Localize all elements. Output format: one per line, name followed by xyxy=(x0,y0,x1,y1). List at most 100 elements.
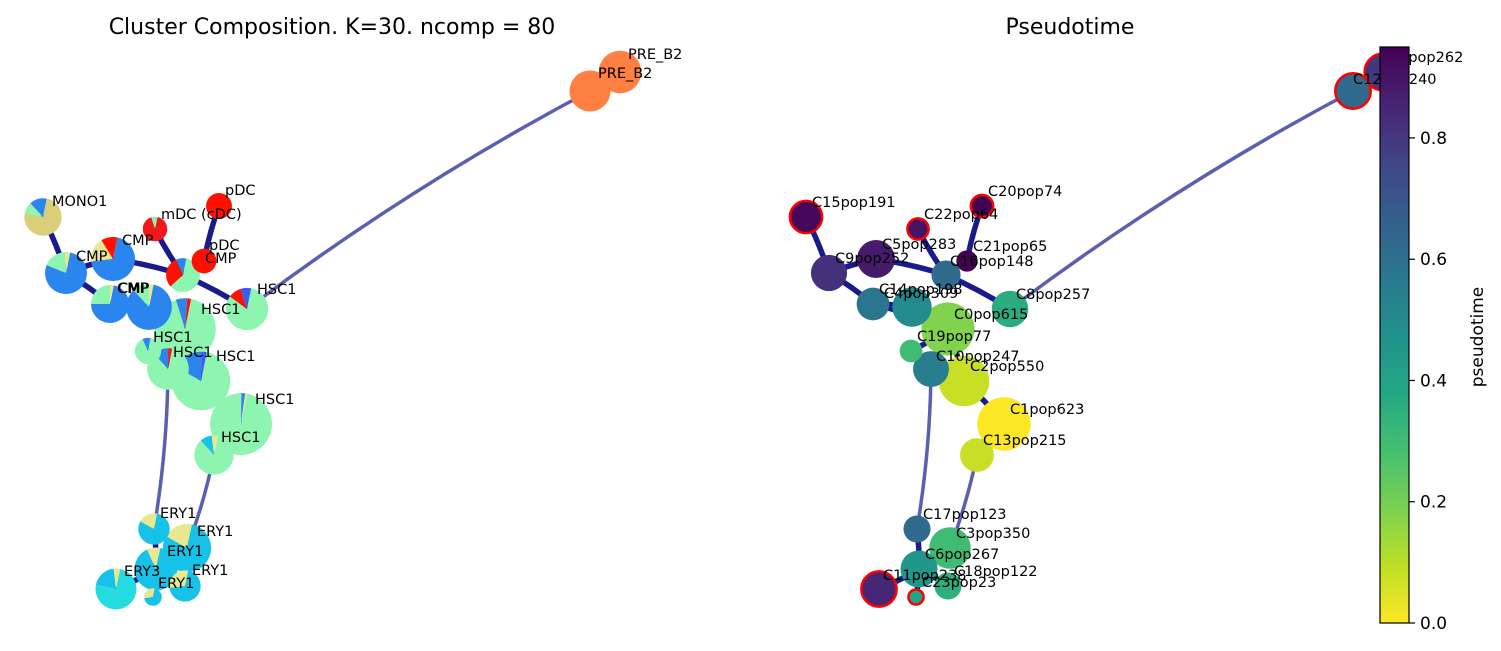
pie-node-C7 xyxy=(598,50,642,94)
left-nodes xyxy=(24,50,642,610)
pseudotime-node-C0 xyxy=(921,302,975,356)
pie-slice xyxy=(211,435,218,455)
pie-slice xyxy=(200,435,214,455)
node-label-C20: pDC xyxy=(225,183,256,199)
pseudotime-label-C11: C11pop238 xyxy=(883,568,967,584)
pseudotime-node-C14 xyxy=(856,287,890,321)
pie-node-C16 xyxy=(166,258,200,292)
pie-slice xyxy=(91,237,136,282)
pseudotime-panel: Pseudotime C0pop615 C1pop623 C2pop550 C3pop… xyxy=(788,15,1463,608)
pseudotime-label-C5: C5pop283 xyxy=(882,237,956,253)
pie-node-C13 xyxy=(194,435,234,475)
node-label-C14: CMP xyxy=(118,281,150,297)
pseudotime-label-C20: C20pop74 xyxy=(988,184,1062,200)
pie-slice xyxy=(101,236,118,259)
pie-slice xyxy=(134,547,178,591)
pie-slice xyxy=(149,284,154,307)
pie-slice xyxy=(46,252,66,273)
pie-slice xyxy=(110,285,114,304)
pie-node-C21 xyxy=(191,248,217,274)
pie-slice xyxy=(91,285,111,304)
pseudotime-node-C12 xyxy=(1334,72,1372,110)
pseudotime-node-C10 xyxy=(913,351,949,387)
pseudotime-node-C2 xyxy=(938,355,990,407)
pie-slice xyxy=(134,338,162,365)
edge-C8-C12 xyxy=(1008,89,1355,311)
pie-node-C11 xyxy=(95,568,137,610)
pseudotime-label-C23: C23pop23 xyxy=(922,575,996,591)
pie-slice xyxy=(113,568,121,589)
colorbar-tick-label: 0.4 xyxy=(1420,371,1447,391)
node-label-C12: PRE_B2 xyxy=(598,66,652,82)
node-label-C0: HSC1 xyxy=(201,302,240,318)
pie-slice xyxy=(166,523,192,548)
pseudotime-node-C23 xyxy=(907,588,925,606)
pie-slice xyxy=(166,259,183,287)
pseudotime-node-C11 xyxy=(860,570,898,608)
pie-slice xyxy=(90,240,113,262)
node-label-C23: ERY1 xyxy=(158,576,194,592)
pseudotime-node-C1 xyxy=(977,397,1031,451)
pie-slice xyxy=(144,588,155,598)
pseudotime-label-C10: C10pop247 xyxy=(936,349,1020,365)
pie-node-C19 xyxy=(134,337,162,365)
node-label-C6: ERY1 xyxy=(167,544,203,560)
node-label-C8: HSC1 xyxy=(257,282,296,298)
colorbar-tick-label: 0.0 xyxy=(1420,614,1447,634)
colorbar-ticks: 0.0 0.2 0.4 0.6 0.8 xyxy=(1409,129,1447,634)
pseudotime-label-C3: C3pop350 xyxy=(956,526,1030,542)
node-label-C22: mDC (cDC) xyxy=(161,207,242,223)
pie-slice xyxy=(147,547,161,569)
pseudotime-label-C1: C1pop623 xyxy=(1010,402,1084,418)
pseudotime-colorbar: 0.0 0.2 0.4 0.6 0.8 pseudotime xyxy=(1379,46,1488,634)
pie-slice xyxy=(64,252,71,273)
pseudotime-node-C17 xyxy=(903,515,931,543)
pseudotime-node-C9 xyxy=(810,254,848,292)
pseudotime-label-C2: C2pop550 xyxy=(970,359,1044,375)
colorbar-label: pseudotime xyxy=(1468,287,1488,387)
node-label-C4: CMP xyxy=(117,281,149,297)
pseudotime-node-C21 xyxy=(956,250,978,272)
pie-slice xyxy=(142,216,168,242)
colorbar-tick-label: 0.2 xyxy=(1420,493,1447,513)
pseudotime-node-C20 xyxy=(969,193,995,219)
pie-slice xyxy=(95,568,116,589)
colorbar-gradient xyxy=(1379,46,1410,624)
pie-node-C23 xyxy=(144,588,162,606)
pie-slice xyxy=(169,570,189,588)
pie-node-C12 xyxy=(569,70,611,112)
left-edges xyxy=(40,69,623,600)
right-nodes xyxy=(788,52,1403,608)
pie-node-C9 xyxy=(45,252,87,294)
pseudotime-label-C21: C21pop65 xyxy=(973,239,1047,255)
pseudotime-node-C3 xyxy=(929,527,971,569)
pie-slice xyxy=(133,284,150,307)
node-label-C19: HSC1 xyxy=(153,330,192,346)
pie-slice xyxy=(91,285,129,323)
pie-slice xyxy=(175,298,188,329)
node-label-C15: MONO1 xyxy=(52,194,107,210)
pseudotime-label-C0: C0pop615 xyxy=(954,307,1028,323)
pie-slice xyxy=(206,193,232,219)
left-panel-title: Cluster Composition. K=30. ncomp = 80 xyxy=(109,15,556,40)
node-label-C11: ERY3 xyxy=(124,564,160,580)
pie-slice xyxy=(185,298,192,329)
pseudotime-label-C18: C18pop122 xyxy=(954,564,1038,580)
pseudotime-label-C4: C4pop309 xyxy=(884,286,958,302)
pseudotime-label-C9: C9pop252 xyxy=(835,251,909,267)
pseudotime-label-C17: C17pop123 xyxy=(923,507,1007,523)
node-label-C10: HSC1 xyxy=(173,345,212,361)
right-panel-title: Pseudotime xyxy=(1006,15,1135,40)
pie-slice xyxy=(144,588,162,606)
pie-slice xyxy=(225,288,269,331)
pie-slice xyxy=(138,513,170,545)
edge-C10-C17 xyxy=(915,367,933,531)
pseudotime-node-C5 xyxy=(857,240,895,278)
pseudotime-label-C16: C16pop148 xyxy=(950,254,1034,270)
node-label-C2: HSC1 xyxy=(216,349,255,365)
pseudotime-label-C13: C13pop215 xyxy=(983,433,1067,449)
pseudotime-node-C22 xyxy=(906,217,930,241)
pseudotime-label-C22: C22pop64 xyxy=(924,207,998,223)
node-label-C5: CMP xyxy=(122,233,154,249)
pie-slice xyxy=(598,50,642,94)
